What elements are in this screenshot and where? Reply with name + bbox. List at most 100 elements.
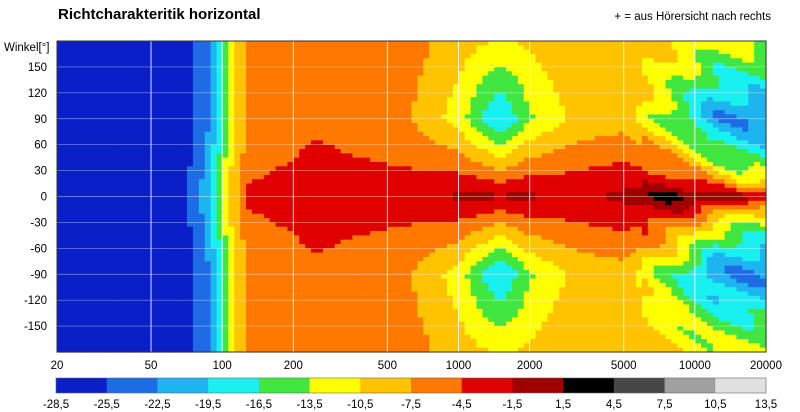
heatmap-cell (116, 157, 123, 163)
heatmap-cell (133, 304, 141, 310)
heatmap-cell (80, 123, 88, 128)
heatmap-cell (287, 261, 294, 267)
heatmap-cell (98, 282, 105, 288)
heatmap-cell (98, 218, 105, 224)
heatmap-cell (370, 244, 377, 249)
heatmap-cell (458, 313, 466, 319)
heatmap-cell (86, 192, 94, 198)
heatmap-cell (80, 226, 88, 232)
heatmap-cell (246, 105, 253, 111)
heatmap-cell (228, 140, 235, 146)
heatmap-cell (399, 300, 407, 306)
heatmap-cell (145, 248, 153, 254)
heatmap-cell (216, 295, 224, 301)
heatmap-cell (228, 326, 235, 331)
heatmap-cell (80, 45, 88, 51)
heatmap-cell (240, 235, 247, 241)
heatmap-cell (376, 84, 383, 90)
heatmap-cell (68, 79, 76, 85)
heatmap-cell (458, 110, 466, 116)
heatmap-cell (381, 274, 389, 280)
heatmap-cell (299, 127, 306, 133)
heatmap-cell (311, 110, 318, 116)
heatmap-cell (181, 192, 188, 198)
heatmap-cell (222, 222, 229, 228)
heatmap-cell (370, 131, 377, 137)
heatmap-cell (346, 244, 354, 249)
heatmap-cell (328, 343, 336, 349)
heatmap-cell (186, 300, 194, 306)
heatmap-cell (110, 97, 117, 103)
heatmap-cell (62, 88, 70, 94)
heatmap-cell (216, 300, 224, 306)
heatmap-cell (234, 235, 241, 241)
heatmap-cell (411, 192, 419, 198)
heatmap-cell (263, 261, 271, 267)
heatmap-cell (62, 304, 70, 310)
heatmap-cell (216, 183, 224, 189)
heatmap-cell (334, 58, 342, 64)
heatmap-cell (435, 278, 442, 284)
heatmap-cell (452, 218, 460, 224)
heatmap-cell (121, 231, 129, 236)
heatmap-cell (80, 170, 88, 176)
heatmap-cell (452, 187, 460, 193)
heatmap-cell (133, 274, 141, 280)
heatmap-cell (316, 101, 324, 107)
heatmap-cell (116, 58, 123, 64)
heatmap-cell (411, 153, 419, 159)
heatmap-cell (139, 278, 147, 284)
heatmap-cell (257, 300, 265, 306)
heatmap-cell (411, 326, 419, 331)
heatmap-cell (62, 326, 70, 331)
heatmap-cell (328, 161, 336, 167)
heatmap-cell (139, 213, 147, 219)
heatmap-cell (251, 84, 259, 90)
heatmap-cell (92, 127, 99, 133)
heatmap-cell (446, 343, 454, 349)
heatmap-cell (376, 222, 383, 228)
heatmap-cell (417, 53, 424, 59)
heatmap-cell (441, 174, 448, 180)
heatmap-cell (62, 200, 70, 206)
heatmap-cell (246, 75, 253, 81)
heatmap-cell (435, 88, 442, 94)
heatmap-cell (186, 110, 194, 116)
heatmap-cell (175, 187, 182, 193)
heatmap-cell (57, 88, 64, 94)
heatmap-cell (222, 101, 229, 107)
heatmap-cell (287, 62, 294, 68)
heatmap-cell (57, 269, 64, 275)
heatmap-cell (346, 222, 354, 228)
heatmap-cell (287, 287, 294, 293)
heatmap-cell (429, 213, 436, 219)
heatmap-cell (423, 274, 430, 280)
heatmap-cell (393, 174, 401, 180)
heatmap-cell (139, 205, 147, 211)
heatmap-cell (370, 239, 377, 245)
heatmap-cell (163, 84, 170, 90)
heatmap-cell (210, 92, 218, 98)
heatmap-cell (163, 308, 170, 314)
heatmap-cell (216, 105, 224, 111)
heatmap-cell (74, 347, 82, 353)
heatmap-cell (316, 88, 324, 94)
heatmap-cell (281, 213, 289, 219)
heatmap-cell (181, 330, 188, 336)
heatmap-cell (222, 123, 229, 128)
heatmap-cell (352, 75, 359, 81)
heatmap-cell (322, 105, 330, 111)
heatmap-cell (234, 127, 241, 133)
heatmap-cell (222, 88, 229, 94)
heatmap-cell (269, 45, 277, 51)
heatmap-cell (387, 53, 395, 59)
heatmap-cell (435, 282, 442, 288)
heatmap-cell (405, 209, 413, 215)
heatmap-cell (446, 49, 454, 55)
heatmap-cell (204, 213, 212, 219)
heatmap-cell (246, 256, 253, 262)
heatmap-cell (139, 45, 147, 51)
heatmap-cell (452, 174, 460, 180)
heatmap-cell (411, 84, 419, 90)
heatmap-cell (251, 161, 259, 167)
